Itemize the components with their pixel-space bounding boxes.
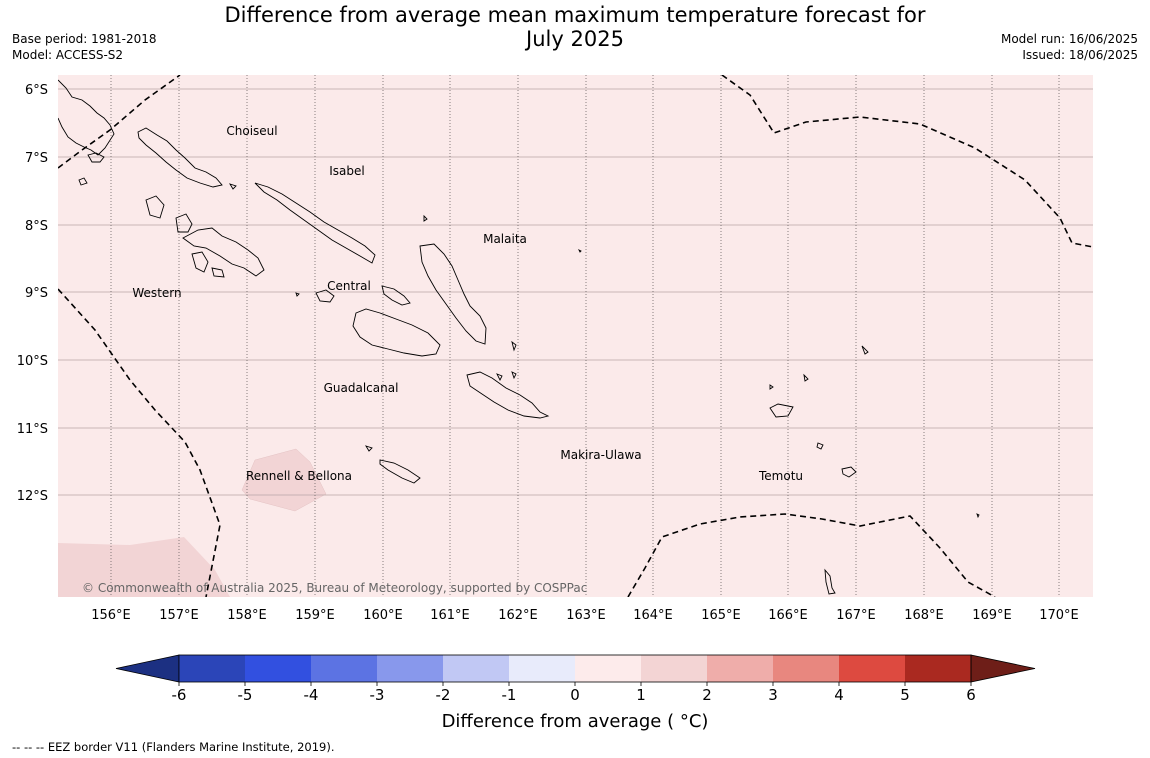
lon-label: 163°E	[566, 608, 606, 623]
region-label: Central	[327, 279, 371, 293]
colorbar-tick-label: -6	[172, 686, 187, 704]
lat-label: 8°S	[25, 219, 48, 234]
lat-label: 9°S	[25, 286, 48, 301]
colorbar-arrow-left	[115, 654, 180, 683]
base-period: Base period: 1981-2018	[12, 32, 157, 46]
lon-label: 164°E	[633, 608, 673, 623]
colorbar-segment	[311, 655, 377, 682]
model-run: Model run: 16/06/2025	[1000, 32, 1138, 46]
colorbar-segment	[707, 655, 773, 682]
colorbar-tick-label: 5	[900, 686, 910, 704]
lat-label: 12°S	[17, 489, 48, 504]
colorbar-tick-label: -5	[238, 686, 253, 704]
colorbar-tick-label: 2	[702, 686, 712, 704]
lon-label: 161°E	[430, 608, 470, 623]
graticule	[58, 75, 1093, 597]
copyright: © Commonwealth of Australia 2025, Bureau…	[82, 581, 587, 595]
colorbar-segment	[905, 655, 971, 682]
colorbar-tick-label: 3	[768, 686, 778, 704]
region-label: Isabel	[329, 164, 364, 178]
lon-label: 169°E	[972, 608, 1012, 623]
lon-label: 160°E	[363, 608, 403, 623]
colorbar-tick-label: -2	[436, 686, 451, 704]
colorbar-segment	[443, 655, 509, 682]
eez-borders	[58, 75, 1093, 597]
region-label: Choiseul	[226, 124, 277, 138]
region-label: Makira-Ulawa	[560, 448, 641, 462]
region-label: Guadalcanal	[324, 381, 399, 395]
colorbar-segment	[509, 655, 575, 682]
lon-label: 156°E	[91, 608, 131, 623]
eez-footnote: -- -- -- EEZ border V11 (Flanders Marine…	[12, 740, 335, 754]
colorbar-tick-label: 1	[636, 686, 646, 704]
colorbar-segment	[641, 655, 707, 682]
map-background	[58, 75, 1093, 597]
meta-left: Base period: 1981-2018 Model: ACCESS-S2	[12, 31, 157, 63]
colorbar-segment	[839, 655, 905, 682]
colorbar-tick-label: 4	[834, 686, 844, 704]
lon-label: 158°E	[227, 608, 267, 623]
colorbar-tick-label: -3	[370, 686, 385, 704]
colorbar-segment	[245, 655, 311, 682]
region-label: Temotu	[758, 469, 803, 483]
colorbar-segment	[773, 655, 839, 682]
lon-label: 168°E	[904, 608, 944, 623]
lon-label: 167°E	[836, 608, 876, 623]
latitude-labels: 6°S 7°S 8°S 9°S 10°S 11°S 12°S	[17, 83, 48, 504]
colorbar-label: Difference from average ( °C)	[442, 711, 709, 732]
map-title: Difference from average mean maximum tem…	[0, 3, 1150, 51]
lat-label: 6°S	[25, 83, 48, 98]
issued-date: Issued: 18/06/2025	[1022, 48, 1138, 62]
lon-label: 157°E	[159, 608, 199, 623]
colorbar: -6 -5 -4 -3 -2 -1 0 1 2 3 4 5 6	[115, 654, 1036, 704]
colorbar-tick-label: -4	[304, 686, 319, 704]
colorbar-tick-label: 6	[966, 686, 976, 704]
region-labels: Choiseul Isabel Malaita Western Central Guada…	[132, 124, 803, 483]
lon-label: 159°E	[295, 608, 335, 623]
lon-label: 165°E	[701, 608, 741, 623]
model-name: Model: ACCESS-S2	[12, 48, 124, 62]
warm-patch-southwest	[58, 537, 230, 597]
lon-label: 166°E	[768, 608, 808, 623]
region-label: Rennell & Bellona	[246, 469, 352, 483]
colorbar-arrow-right	[970, 654, 1036, 683]
title-line-1: Difference from average mean maximum tem…	[224, 3, 926, 27]
meta-right: Model run: 16/06/2025 Issued: 18/06/2025	[1001, 31, 1138, 63]
warm-patch-rennell	[241, 448, 327, 512]
colorbar-segment	[179, 655, 245, 682]
region-label: Malaita	[483, 232, 527, 246]
title-line-2: July 2025	[526, 27, 624, 51]
lon-label: 162°E	[498, 608, 538, 623]
colorbar-tick-label: 0	[570, 686, 580, 704]
longitude-labels: 156°E 157°E 158°E 159°E 160°E 161°E 162°E 163°E…	[91, 608, 1079, 623]
coastlines	[58, 79, 980, 595]
colorbar-segment	[575, 655, 641, 682]
lon-label: 170°E	[1039, 608, 1079, 623]
colorbar-tick-label: -1	[502, 686, 517, 704]
colorbar-segment	[377, 655, 443, 682]
region-label: Western	[132, 286, 181, 300]
lat-label: 7°S	[25, 151, 48, 166]
lat-label: 11°S	[17, 422, 48, 437]
lat-label: 10°S	[17, 354, 48, 369]
